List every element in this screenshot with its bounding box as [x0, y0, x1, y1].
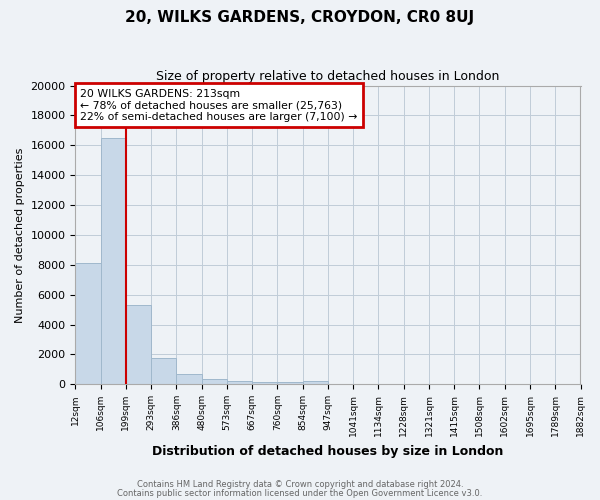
Bar: [202, 379, 227, 384]
Bar: [126, 305, 151, 384]
X-axis label: Distribution of detached houses by size in London: Distribution of detached houses by size …: [152, 444, 503, 458]
Bar: [227, 382, 252, 384]
Bar: [176, 374, 202, 384]
Bar: [302, 382, 328, 384]
Bar: [101, 138, 126, 384]
Text: Contains public sector information licensed under the Open Government Licence v3: Contains public sector information licen…: [118, 489, 482, 498]
Text: 20 WILKS GARDENS: 213sqm
← 78% of detached houses are smaller (25,763)
22% of se: 20 WILKS GARDENS: 213sqm ← 78% of detach…: [80, 88, 358, 122]
Text: Contains HM Land Registry data © Crown copyright and database right 2024.: Contains HM Land Registry data © Crown c…: [137, 480, 463, 489]
Bar: [76, 264, 101, 384]
Bar: [151, 358, 176, 384]
Bar: [277, 382, 302, 384]
Bar: [252, 382, 277, 384]
Title: Size of property relative to detached houses in London: Size of property relative to detached ho…: [156, 70, 500, 83]
Text: 20, WILKS GARDENS, CROYDON, CR0 8UJ: 20, WILKS GARDENS, CROYDON, CR0 8UJ: [125, 10, 475, 25]
Y-axis label: Number of detached properties: Number of detached properties: [15, 147, 25, 322]
